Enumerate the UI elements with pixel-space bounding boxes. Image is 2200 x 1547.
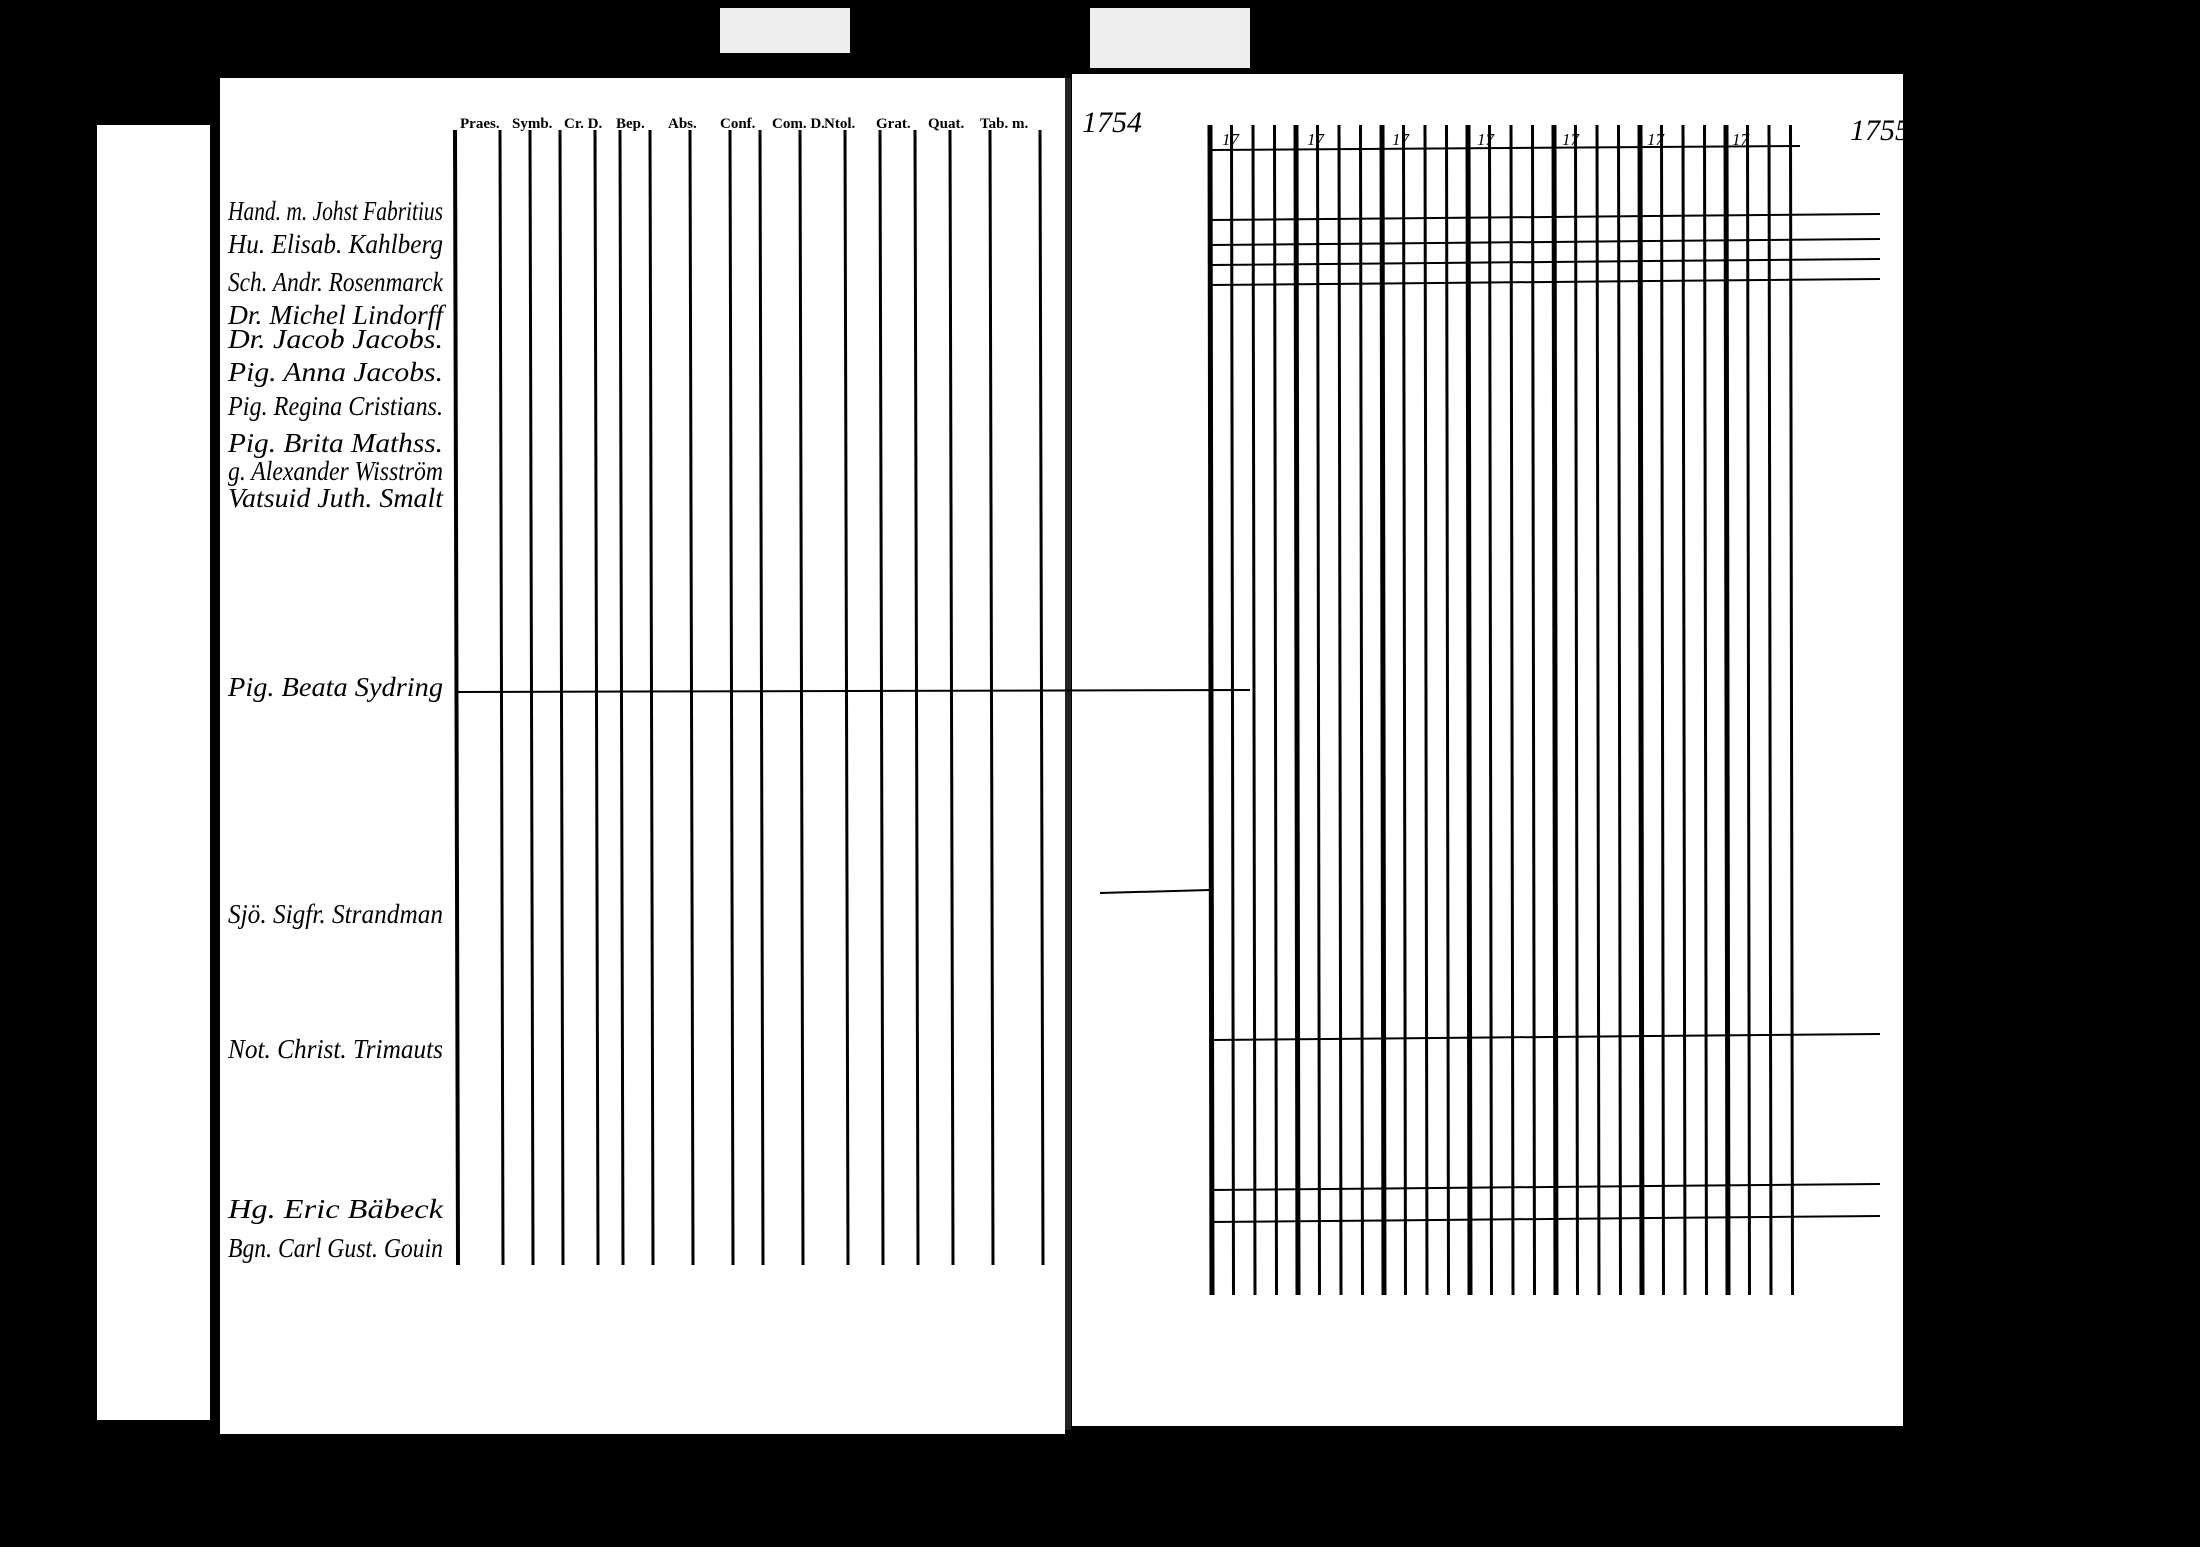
entry-name: Dr. Jacob Jacobs. — [227, 324, 443, 354]
column-year: 17 — [1732, 130, 1751, 149]
ruling-line — [843, 129, 850, 1266]
column-year: 17 — [1392, 130, 1411, 149]
entry-name: Hand. m. Johst Fabritius — [227, 196, 443, 226]
ruling-line — [688, 129, 695, 1266]
column-header: Cr. D. — [564, 116, 602, 132]
row-line — [1209, 1215, 1881, 1223]
ruling-line — [558, 129, 565, 1266]
entry-name: Hg. Eric Bäbeck — [227, 1194, 444, 1224]
entry-name: Hu. Elisab. Kahlberg — [227, 229, 443, 259]
ruling-line — [878, 129, 885, 1266]
column-header: Praes. — [460, 116, 500, 132]
ruling-line — [1488, 124, 1493, 1296]
ruling-line — [1379, 124, 1387, 1296]
ruling-line — [1207, 124, 1215, 1296]
right-page — [1072, 74, 1903, 1426]
ruling-line — [1337, 124, 1343, 1296]
ruling-line — [528, 129, 535, 1266]
ruling-line — [1273, 124, 1278, 1296]
ruling-line — [1402, 124, 1407, 1296]
ruling-line — [1316, 124, 1321, 1296]
year: 1754 — [1082, 106, 1142, 139]
page-strip — [97, 125, 210, 1420]
ruling-line — [1038, 129, 1045, 1266]
entry-name: Vatsuid Juth. Smalt — [228, 483, 445, 513]
row-line — [1209, 258, 1881, 266]
ruling-line — [1230, 124, 1235, 1296]
ruling-line — [1723, 124, 1731, 1296]
entry-name: Pig. Anna Jacobs. — [227, 357, 443, 387]
column-header: Tab. m. — [980, 116, 1028, 132]
entry-name: Bgn. Carl Gust. Gouin — [228, 1233, 443, 1263]
ruling-line — [1703, 124, 1708, 1296]
ruling-line — [988, 129, 995, 1266]
ruling-line — [1660, 124, 1665, 1296]
ruling-line — [1251, 124, 1257, 1296]
ruling-line — [1637, 124, 1645, 1296]
entry-name: g. Alexander Wisström — [228, 456, 443, 486]
ruling-line — [913, 129, 920, 1266]
ruling-line — [1465, 124, 1473, 1296]
ruling-line — [1767, 124, 1773, 1296]
ruling-line — [1509, 124, 1515, 1296]
ruling-line — [453, 129, 460, 1266]
ruling-line — [1293, 124, 1301, 1296]
ruling-line — [1574, 124, 1579, 1296]
column-header: Quat. — [928, 116, 965, 132]
column-header: Abs. — [668, 116, 697, 132]
row-line — [1209, 278, 1881, 286]
ruling-line — [728, 129, 735, 1266]
ruling-line — [618, 129, 625, 1266]
entry-name: Sjö. Sigfr. Strandman — [228, 899, 443, 929]
row-line — [1209, 1033, 1881, 1041]
column-header: Com. D. — [772, 116, 825, 132]
ruling-line — [648, 129, 655, 1266]
entry-name: Not. Christ. Trimauts — [227, 1034, 443, 1064]
tab — [720, 8, 850, 53]
ruling-line — [758, 129, 765, 1266]
row-line — [1099, 889, 1211, 894]
content: Praes. Symb. Cr. D. Bep. Abs. Conf. Com. D. Nto… — [227, 106, 1910, 1296]
ruling-line — [1445, 124, 1450, 1296]
ruling-line — [1359, 124, 1364, 1296]
year-corner: 1755 — [1850, 114, 1910, 147]
left-page — [220, 78, 1065, 1434]
ruling-line — [1423, 124, 1429, 1296]
ruling-line — [1595, 124, 1601, 1296]
ruling-line — [798, 129, 805, 1266]
ruling-line — [1789, 124, 1794, 1296]
row-line — [1209, 238, 1881, 246]
row-line — [1209, 213, 1881, 221]
entry-name: Pig. Beata Sydring — [227, 672, 443, 702]
column-header: Grat. — [876, 116, 911, 132]
entry-name: Dr. Michel Lindorff — [227, 300, 447, 330]
entry-name: Pig. Regina Cristians. — [227, 391, 443, 421]
ruling-line — [593, 129, 600, 1266]
column-year: 17 — [1477, 130, 1496, 149]
column-header: Symb. — [512, 116, 553, 132]
column-header: Bep. — [616, 116, 645, 132]
ruling-line — [1681, 124, 1687, 1296]
row-line — [454, 689, 1251, 693]
entry-name: Pig. Brita Mathss. — [227, 428, 443, 458]
column-header: Conf. — [720, 116, 756, 132]
entry-name: Sch. Andr. Rosenmarck — [228, 267, 444, 297]
ruling-line — [1746, 124, 1751, 1296]
row-line — [1209, 1183, 1881, 1191]
column-year: 17 — [1562, 130, 1581, 149]
tab — [1090, 8, 1250, 68]
ruling-line — [1617, 124, 1622, 1296]
column-header: Ntol. — [824, 116, 855, 132]
ruling-line — [1551, 124, 1559, 1296]
ruling-line — [498, 129, 505, 1266]
ruling-line — [948, 129, 955, 1266]
header-line — [1209, 145, 1801, 151]
ruling-line — [1531, 124, 1536, 1296]
